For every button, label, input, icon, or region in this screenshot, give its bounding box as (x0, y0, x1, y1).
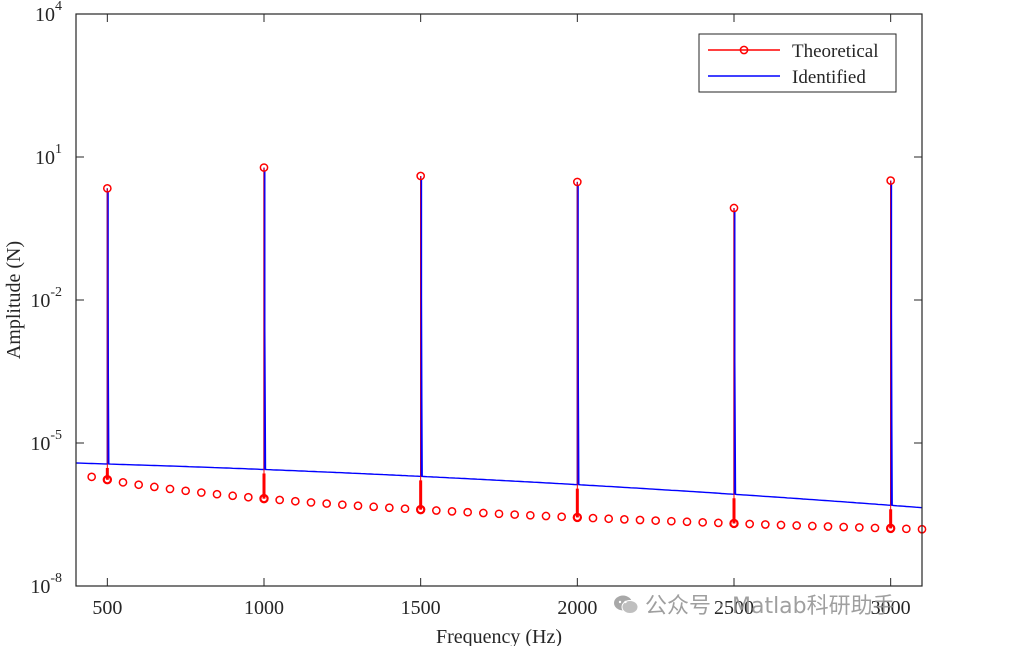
theoretical-marker (228, 491, 238, 501)
theoretical-marker (243, 492, 253, 502)
theoretical-marker (353, 501, 363, 511)
theoretical-marker (478, 508, 488, 518)
theoretical-marker (384, 503, 394, 513)
theoretical-marker (713, 518, 723, 528)
watermark: 公众号 · Matlab科研助手 (613, 588, 895, 620)
theoretical-marker (102, 475, 113, 485)
theoretical-marker (494, 509, 504, 519)
plot-background (76, 14, 922, 586)
theoretical-marker (682, 517, 692, 527)
theoretical-marker (885, 523, 896, 534)
theoretical-marker (854, 523, 864, 532)
theoretical-marker (196, 488, 206, 497)
theoretical-marker (745, 519, 755, 529)
theoretical-marker (604, 514, 614, 524)
theoretical-marker (275, 495, 285, 505)
theoretical-marker (839, 522, 849, 532)
theoretical-series (87, 163, 927, 534)
theoretical-peak-marker (572, 177, 582, 187)
theoretical-marker (415, 504, 426, 515)
y-axis-label: Amplitude (N) (3, 241, 25, 359)
theoretical-marker (510, 510, 520, 519)
theoretical-marker (698, 517, 708, 527)
y-axis: 10-8 10-5 10-2 101 104 (30, 0, 922, 598)
theoretical-marker (87, 472, 97, 482)
legend-theoretical-marker (739, 45, 749, 55)
x-axis: 500 1000 1500 2000 2500 3000 (92, 14, 911, 619)
identified-spikes (107, 171, 893, 506)
theoretical-peak-marker (259, 163, 269, 172)
theoretical-marker (463, 507, 473, 517)
theoretical-marker (181, 486, 191, 496)
legend-theoretical-label: Theoretical (792, 41, 879, 62)
x-tick-label: 2500 (714, 597, 754, 619)
theoretical-marker (212, 489, 222, 499)
theoretical-marker (729, 518, 739, 529)
theoretical-marker (588, 513, 598, 523)
theoretical-marker (322, 499, 332, 508)
theoretical-marker (541, 511, 551, 521)
theoretical-marker (306, 498, 316, 507)
theoretical-marker (447, 507, 457, 516)
y-tick-label: 101 (35, 142, 62, 169)
theoretical-marker (557, 512, 567, 522)
theoretical-marker (619, 515, 629, 524)
x-axis-label: Frequency (Hz) (436, 626, 562, 646)
watermark-text: 公众号 · Matlab科研助手 (645, 594, 895, 619)
x-tick-label: 1000 (244, 597, 284, 619)
wechat-icon (613, 594, 639, 616)
legend: Theoretical Identified (698, 33, 897, 93)
theoretical-marker (165, 484, 175, 494)
theoretical-marker (431, 506, 441, 515)
identified-line (75, 167, 923, 509)
theoretical-marker (337, 500, 347, 510)
theoretical-marker (776, 520, 786, 530)
legend-box (698, 33, 897, 93)
theoretical-marker (792, 521, 802, 530)
theoretical-peak-marker (886, 176, 896, 185)
y-tick-label: 10-5 (30, 428, 62, 455)
theoretical-marker (901, 524, 911, 534)
identified-series (75, 167, 923, 509)
legend-identified-label: Identified (792, 67, 866, 88)
theoretical-peak-marker (102, 183, 112, 193)
theoretical-peak-marker (416, 171, 426, 181)
theoretical-marker (118, 477, 128, 487)
theoretical-peak-marker (729, 203, 739, 213)
theoretical-marker (651, 516, 661, 525)
theoretical-marker (823, 522, 833, 531)
theoretical-marker (525, 510, 535, 520)
theoretical-marker (666, 516, 676, 526)
x-tick-label: 3000 (871, 597, 911, 619)
theoretical-marker (149, 482, 159, 492)
theoretical-marker (400, 504, 410, 514)
theoretical-marker (760, 520, 770, 529)
theoretical-marker (290, 496, 300, 506)
theoretical-marker (134, 480, 144, 490)
x-tick-label: 1500 (401, 597, 441, 619)
y-tick-label: 10-2 (30, 285, 62, 312)
y-tick-label: 104 (35, 0, 62, 26)
theoretical-marker (369, 502, 379, 512)
x-tick-label: 500 (92, 597, 122, 619)
x-tick-label: 2000 (557, 597, 597, 619)
theoretical-marker (572, 512, 583, 523)
theoretical-marker (635, 515, 645, 525)
theoretical-marker (870, 523, 880, 533)
theoretical-marker (259, 493, 269, 504)
theoretical-marker (807, 521, 817, 531)
y-tick-label: 10-8 (30, 571, 62, 598)
